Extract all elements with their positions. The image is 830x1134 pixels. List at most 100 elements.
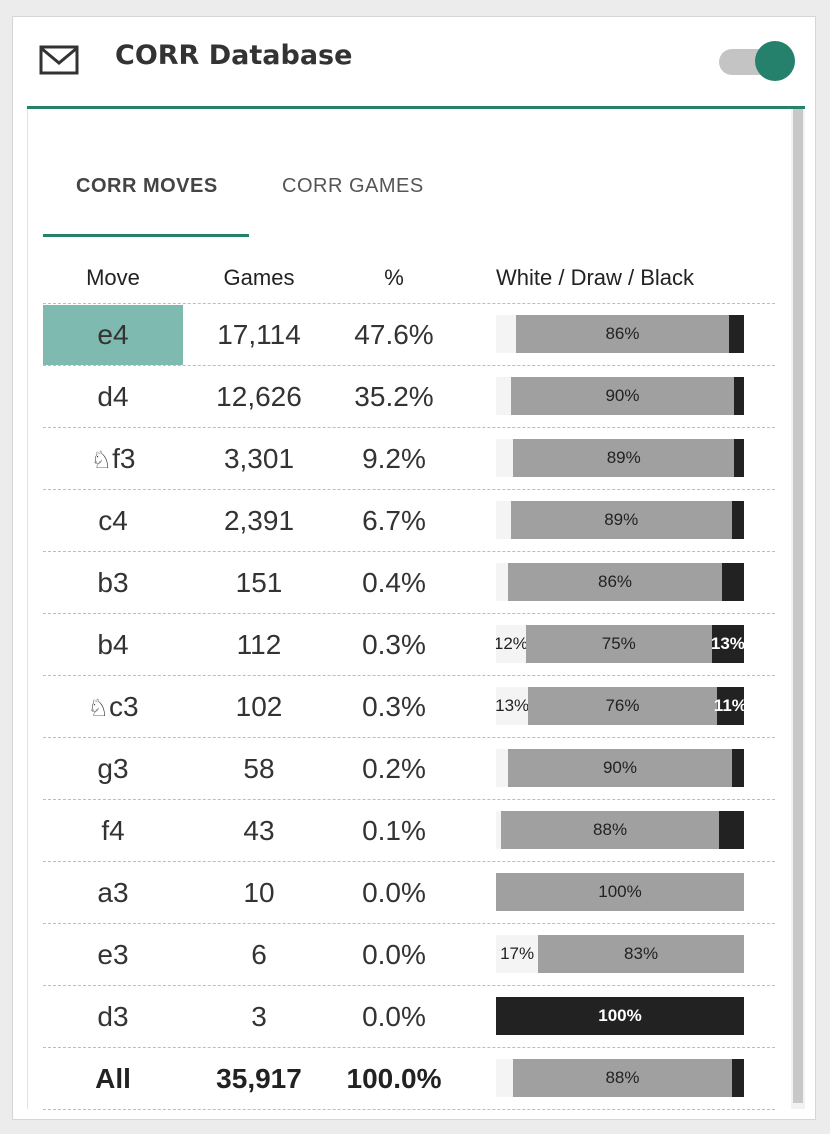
draw-segment: 83% (538, 935, 744, 973)
black-segment (734, 439, 744, 477)
table-row[interactable]: b4 112 0.3% 12% 75% 13% (43, 614, 775, 676)
move-cell[interactable]: a3 (43, 862, 183, 923)
move-label: d3 (97, 1001, 129, 1032)
games-cell: 102 (235, 691, 283, 722)
black-segment (719, 811, 744, 849)
table-row[interactable]: b3 151 0.4% 86% (43, 552, 775, 614)
percent-cell: 0.1% (362, 815, 426, 846)
knight-icon: ♘ (87, 694, 109, 722)
panel-title: CORR Database (115, 40, 353, 71)
move-label: e4 (97, 319, 129, 350)
draw-segment: 75% (525, 625, 712, 663)
games-cell: 17,114 (217, 319, 301, 350)
scrollbar[interactable] (791, 109, 805, 1109)
table-row[interactable]: g3 58 0.2% 90% (43, 738, 775, 800)
move-label: g3 (97, 753, 129, 784)
black-segment: 100% (496, 997, 744, 1035)
table-row[interactable]: f4 43 0.1% 88% (43, 800, 775, 862)
result-bar: 90% (496, 749, 744, 787)
table-row[interactable]: ♘c3 102 0.3% 13% 76% 11% (43, 676, 775, 738)
draw-segment: 76% (528, 687, 717, 725)
white-segment (496, 811, 501, 849)
white-segment (496, 315, 516, 353)
move-label: d4 (97, 381, 129, 412)
move-cell[interactable]: g3 (43, 738, 183, 799)
percent-cell: 0.0% (362, 877, 426, 908)
games-cell: 43 (243, 815, 275, 846)
move-cell[interactable]: c4 (43, 490, 183, 551)
result-bar: 88% (496, 1059, 744, 1097)
database-toggle[interactable] (719, 41, 795, 81)
result-bar: 86% (496, 315, 744, 353)
panel-content: CORR MOVES CORR GAMES Move Games % White… (27, 109, 805, 1110)
percent-cell: 9.2% (362, 443, 426, 474)
move-cell[interactable]: ♘c3 (43, 676, 183, 737)
draw-segment: 89% (510, 501, 732, 539)
percent-cell: 0.2% (362, 753, 426, 784)
black-segment: 11% (714, 687, 744, 725)
move-cell[interactable]: d4 (43, 366, 183, 427)
draw-segment: 90% (510, 377, 735, 415)
table-row[interactable]: a3 10 0.0% 100% (43, 862, 775, 924)
move-cell[interactable]: b3 (43, 552, 183, 613)
move-cell[interactable]: All (43, 1048, 183, 1109)
white-segment (496, 501, 511, 539)
table-row[interactable]: e3 6 0.0% 17% 83% (43, 924, 775, 986)
black-segment (729, 315, 744, 353)
move-cell[interactable]: f4 (43, 800, 183, 861)
table-row[interactable]: d3 3 0.0% 100% (43, 986, 775, 1048)
move-cell[interactable]: e3 (43, 924, 183, 985)
tab-corr-moves[interactable]: CORR MOVES (76, 175, 218, 197)
move-cell[interactable]: ♘f3 (43, 428, 183, 489)
percent-cell: 0.0% (362, 1001, 426, 1032)
table-row[interactable]: e4 17,114 47.6% 86% (43, 304, 775, 366)
header-white-draw-black: White / Draw / Black (496, 265, 695, 290)
games-cell: 35,917 (216, 1063, 302, 1094)
percent-cell: 35.2% (354, 381, 434, 412)
toggle-knob[interactable] (755, 41, 795, 81)
table-row[interactable]: d4 12,626 35.2% 90% (43, 366, 775, 428)
percent-cell: 0.4% (362, 567, 426, 598)
move-label: c3 (108, 691, 139, 722)
white-segment: 12% (496, 625, 528, 663)
move-label: All (95, 1063, 131, 1094)
active-tab-indicator (43, 234, 249, 237)
black-segment (731, 1059, 744, 1097)
black-segment (734, 377, 744, 415)
result-bar: 86% (496, 563, 744, 601)
tab-corr-games[interactable]: CORR GAMES (282, 175, 424, 197)
games-cell: 12,626 (216, 381, 302, 412)
table-row[interactable]: ♘f3 3,301 9.2% 89% (43, 428, 775, 490)
games-cell: 10 (243, 877, 275, 908)
move-label: e3 (97, 939, 129, 970)
black-segment (731, 749, 744, 787)
table-row-total[interactable]: All 35,917 100.0% 88% (43, 1048, 775, 1110)
games-cell: 112 (236, 629, 282, 660)
scrollbar-thumb[interactable] (793, 109, 803, 1103)
draw-segment: 88% (513, 1059, 732, 1097)
draw-segment: 89% (513, 439, 735, 477)
white-segment (496, 749, 509, 787)
move-cell[interactable]: e4 (43, 305, 183, 365)
move-label: c4 (98, 505, 128, 536)
white-segment (496, 377, 511, 415)
result-bar: 17% 83% (496, 935, 744, 973)
draw-segment: 86% (515, 315, 730, 353)
games-cell: 2,391 (223, 505, 295, 536)
result-bar: 90% (496, 377, 744, 415)
result-bar: 88% (496, 811, 744, 849)
move-cell[interactable]: b4 (43, 614, 183, 675)
result-bar: 89% (496, 501, 744, 539)
games-cell: 151 (235, 567, 283, 598)
white-segment: 13% (496, 687, 529, 725)
move-label: b4 (97, 629, 129, 660)
white-segment (496, 439, 514, 477)
table-header: Move Games % White / Draw / Black (43, 257, 775, 304)
move-cell[interactable]: d3 (43, 986, 183, 1047)
result-bar: 100% (496, 873, 744, 911)
white-segment (496, 1059, 514, 1097)
percent-cell: 6.7% (362, 505, 426, 536)
table-row[interactable]: c4 2,391 6.7% 89% (43, 490, 775, 552)
games-cell: 3,301 (223, 443, 295, 474)
header-move: Move (86, 265, 140, 290)
